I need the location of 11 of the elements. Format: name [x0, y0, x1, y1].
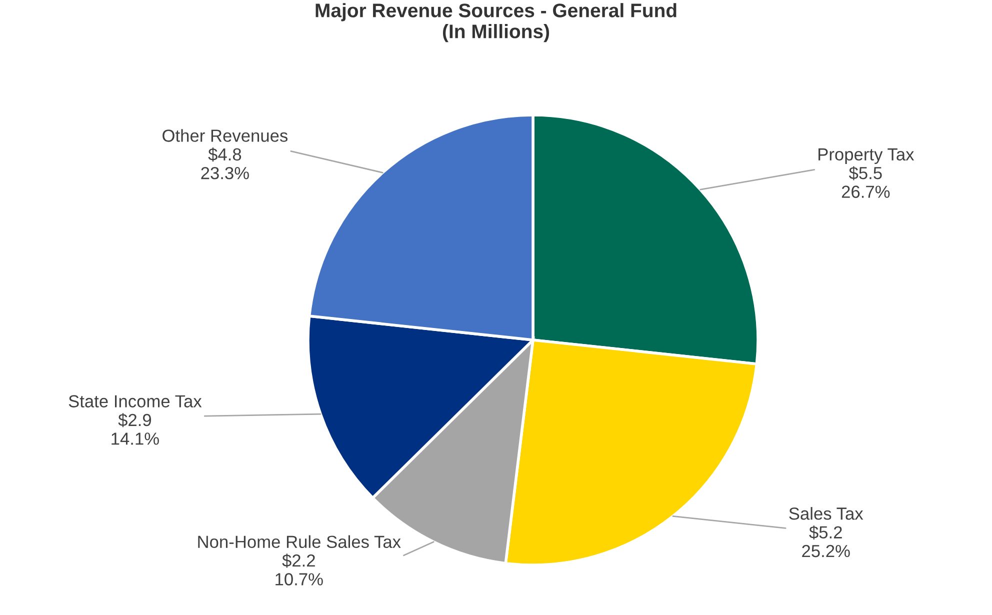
- slice-label: Sales Tax: [789, 507, 864, 520]
- data-label: $5.5 26.7%: [842, 166, 890, 198]
- data-label: $2.9 14.1%: [112, 413, 159, 445]
- slice-label: Other Revenues: [162, 129, 288, 142]
- slice-label: State Income Tax: [68, 395, 202, 408]
- slice-label: Property Tax: [818, 148, 914, 164]
- data-label: $5.2 25.2%: [802, 525, 850, 558]
- slice-label: Non-Home Rule Sales Tax: [198, 535, 401, 548]
- data-label: $2.2 10.7%: [276, 554, 323, 586]
- chart-title: Major Revenue Sources - General Fund (In Millions): [316, 3, 676, 42]
- data-label: $4.8 23.3%: [201, 148, 249, 180]
